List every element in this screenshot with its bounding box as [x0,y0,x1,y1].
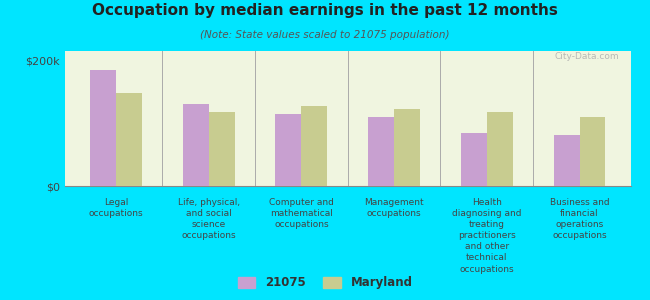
Text: Occupation by median earnings in the past 12 months: Occupation by median earnings in the pas… [92,3,558,18]
Bar [580,117,605,186]
Bar [394,109,420,186]
Text: City-Data.com: City-Data.com [554,52,619,61]
Bar [116,93,142,186]
Bar [209,112,235,186]
Text: (Note: State values scaled to 21075 population): (Note: State values scaled to 21075 popu… [200,30,450,40]
Bar [276,114,302,186]
Bar [183,104,209,186]
Text: Management
occupations: Management occupations [364,198,424,218]
Bar [90,70,116,186]
Bar [487,112,513,186]
Bar [302,106,328,186]
Bar [368,117,394,186]
Bar [554,134,580,186]
Text: Life, physical,
and social
science
occupations: Life, physical, and social science occup… [177,198,240,240]
Text: Legal
occupations: Legal occupations [88,198,143,218]
Bar [461,133,487,186]
Text: Health
diagnosing and
treating
practitioners
and other
technical
occupations: Health diagnosing and treating practitio… [452,198,521,274]
Text: Computer and
mathematical
occupations: Computer and mathematical occupations [269,198,334,229]
Text: Business and
financial
operations
occupations: Business and financial operations occupa… [550,198,609,240]
Legend: 21075, Maryland: 21075, Maryland [233,272,417,294]
